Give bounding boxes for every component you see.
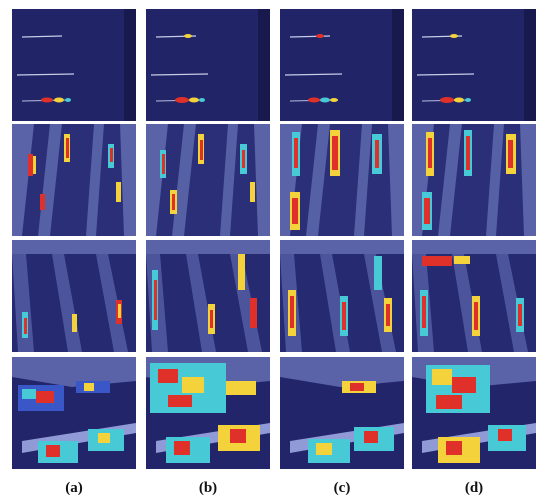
heatmap-r3-a bbox=[12, 240, 136, 352]
heatmap-r4-d bbox=[412, 357, 536, 469]
heatmap-r2-c bbox=[280, 124, 404, 236]
heatmap-r3-b bbox=[146, 240, 270, 352]
heatmap-figure-grid bbox=[12, 9, 536, 469]
heatmap-r1-d bbox=[412, 9, 536, 121]
heatmap-r1-b bbox=[146, 9, 270, 121]
column-label-a: (a) bbox=[65, 480, 83, 496]
heatmap-r3-d bbox=[412, 240, 536, 352]
heatmap-r1-a bbox=[12, 9, 136, 121]
column-label-b: (b) bbox=[198, 480, 218, 496]
heatmap-r4-a bbox=[12, 357, 136, 469]
heatmap-r2-b bbox=[146, 124, 270, 236]
heatmap-r3-c bbox=[280, 240, 404, 352]
heatmap-r4-c bbox=[280, 357, 404, 469]
column-label-c: (c) bbox=[333, 480, 351, 496]
heatmap-r2-d bbox=[412, 124, 536, 236]
column-label-d: (d) bbox=[464, 480, 484, 496]
heatmap-r4-b bbox=[146, 357, 270, 469]
heatmap-r2-a bbox=[12, 124, 136, 236]
heatmap-r1-c bbox=[280, 9, 404, 121]
